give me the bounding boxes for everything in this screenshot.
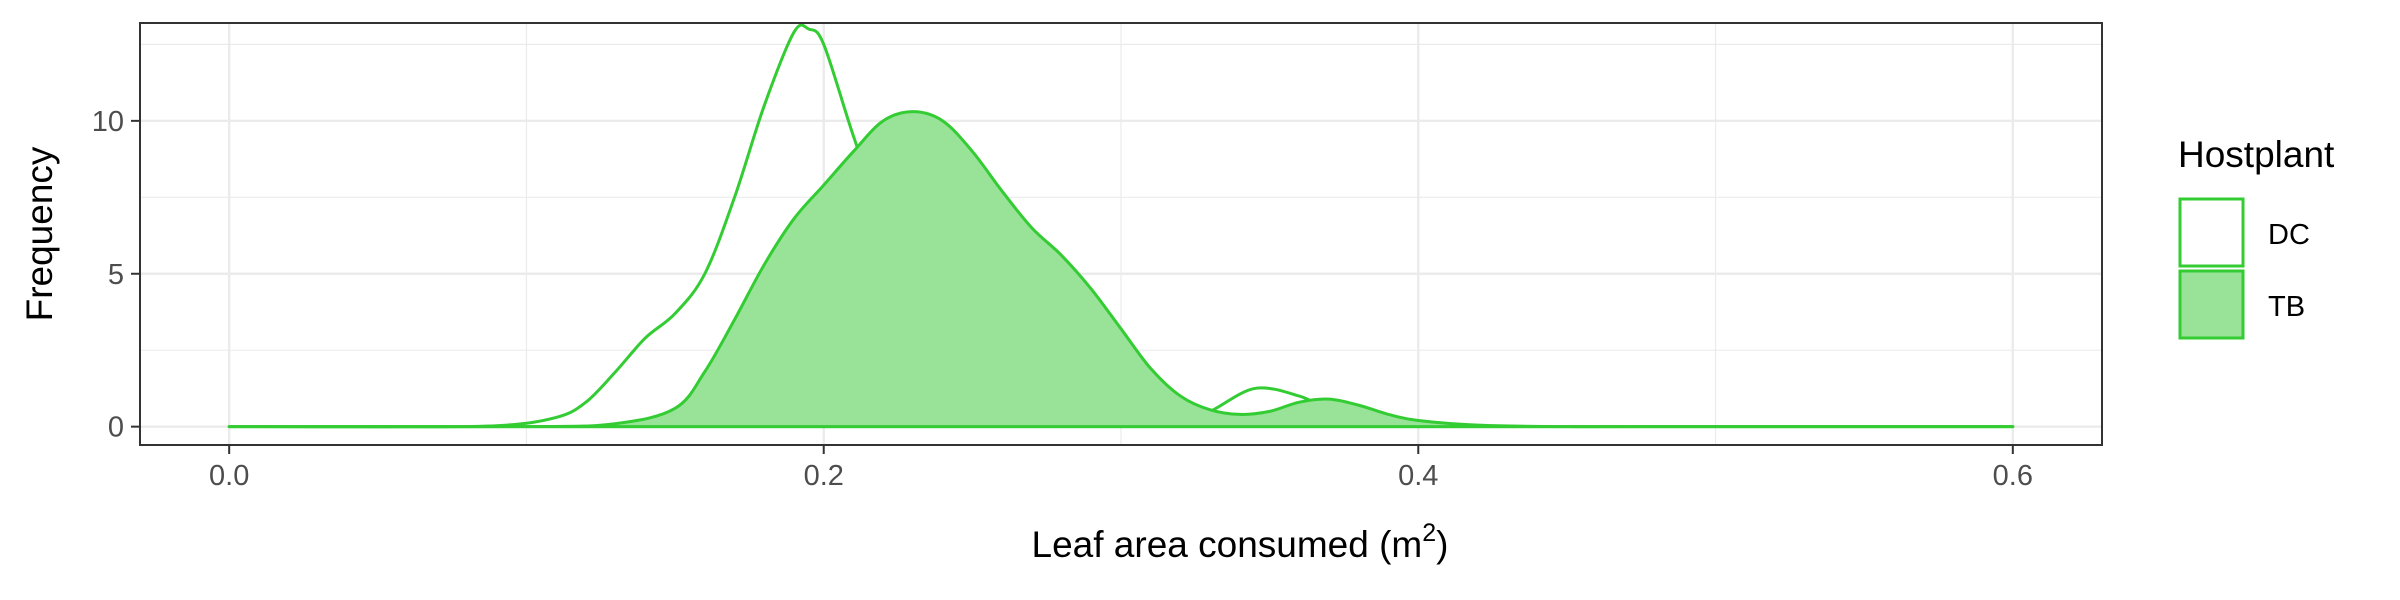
x-tick-label: 0.4 <box>1398 460 1438 492</box>
series-layer <box>227 23 2015 429</box>
x-axis-title-close: ) <box>1436 524 1448 565</box>
x-tick-label: 0.0 <box>209 460 249 492</box>
x-axis-title-main: Leaf area consumed (m <box>1032 524 1423 565</box>
x-axis-title-superscript: 2 <box>1422 519 1436 547</box>
x-tick-label: 0.6 <box>1993 460 2033 492</box>
panel-border <box>139 22 2103 446</box>
x-axis: 0.0 0.2 0.4 0.6 <box>209 445 2033 492</box>
legend: Hostplant DC TB <box>2178 134 2335 340</box>
y-axis: 0 5 10 <box>92 106 140 444</box>
x-tick-label: 0.2 <box>804 460 844 492</box>
y-tick-label: 5 <box>108 259 124 291</box>
y-tick-label: 0 <box>108 412 124 444</box>
density-tb <box>227 110 2015 429</box>
legend-key-tb <box>2178 269 2245 340</box>
legend-label-tb: TB <box>2268 291 2305 323</box>
legend-title: Hostplant <box>2178 134 2335 175</box>
legend-key-dc <box>2178 197 2245 268</box>
x-axis-title: Leaf area consumed (m2) <box>1032 519 1449 565</box>
legend-label-dc: DC <box>2268 219 2310 251</box>
y-tick-label: 10 <box>92 106 124 138</box>
y-axis-title: Frequency <box>19 146 60 321</box>
